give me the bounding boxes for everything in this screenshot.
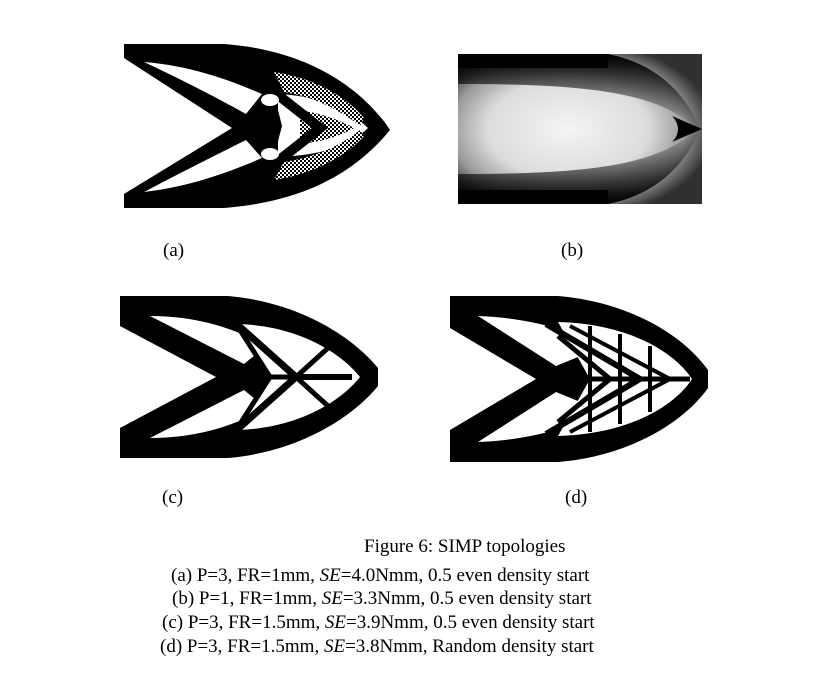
caption-line-c-pre: (c) P=3, FR=1.5mm, [162, 612, 325, 633]
caption-line-b-italic: SE [321, 588, 343, 609]
caption-line-c: (c) P=3, FR=1.5mm, SE=3.9Nmm, 0.5 even d… [162, 612, 595, 634]
panel-label-a: (a) [163, 240, 185, 261]
caption-line-d-italic: SE [323, 636, 346, 657]
panel-label-d: (d) [565, 487, 588, 508]
caption-line-d-pre: (d) P=3, FR=1.5mm, [160, 636, 324, 657]
caption-line-a-post: =4.0Nmm, 0.5 even density start [340, 565, 590, 586]
caption-line-b-post: =3.3Nmm, 0.5 even density start [342, 588, 592, 609]
caption-line-a: (a) P=3, FR=1mm, SE=4.0Nmm, 0.5 even den… [171, 565, 589, 587]
caption-line-a-italic: SE [319, 565, 341, 586]
caption-line-a-pre: (a) P=3, FR=1mm, [171, 565, 320, 586]
caption-line-b: (b) P=1, FR=1mm, SE=3.3Nmm, 0.5 even den… [172, 588, 592, 610]
panel-label-c: (c) [162, 487, 184, 508]
topology-image-d [450, 296, 712, 462]
caption-line-c-post: =3.9Nmm, 0.5 even density start [346, 612, 595, 633]
caption-line-c-italic: SE [324, 612, 346, 633]
topology-image-b [458, 54, 702, 204]
caption-line-d-post: =3.8Nmm, Random density start [345, 636, 594, 657]
topology-image-a [124, 44, 392, 208]
caption-line-b-pre: (b) P=1, FR=1mm, [172, 588, 322, 609]
topology-image-c [120, 296, 382, 458]
figure-caption-title: Figure 6: SIMP topologies [364, 536, 566, 557]
caption-line-d: (d) P=3, FR=1.5mm, SE=3.8Nmm, Random den… [160, 636, 594, 658]
panel-label-b: (b) [561, 240, 584, 261]
